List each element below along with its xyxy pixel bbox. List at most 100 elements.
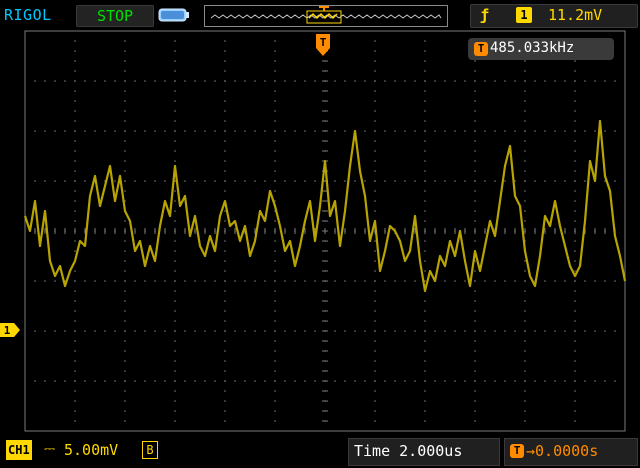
grid-dot	[224, 40, 226, 42]
grid-dot	[574, 140, 576, 142]
grid-dot	[124, 360, 126, 362]
grid-dot	[224, 140, 226, 142]
grid-dot	[274, 140, 276, 142]
grid-dot	[224, 210, 226, 212]
grid-dot	[574, 200, 576, 202]
grid-dot	[544, 280, 546, 282]
grid-dot	[334, 330, 336, 332]
grid-dot	[174, 200, 176, 202]
grid-dot	[444, 180, 446, 182]
grid-dot	[524, 300, 526, 302]
waveform-display[interactable]	[24, 30, 626, 432]
channel1-level-marker[interactable]: 1	[0, 323, 20, 337]
grid-dot	[194, 180, 196, 182]
grid-dot	[174, 300, 176, 302]
grid-dot	[174, 210, 176, 212]
grid-dot	[354, 80, 356, 82]
grid-dot	[224, 420, 226, 422]
grid-dot	[424, 170, 426, 172]
grid-dot	[574, 130, 576, 132]
grid-dot	[74, 60, 76, 62]
grid-dot	[564, 180, 566, 182]
grid-dot	[124, 190, 126, 192]
grid-dot	[434, 330, 436, 332]
grid-dot	[104, 330, 106, 332]
grid-dot	[74, 320, 76, 322]
grid-dot	[534, 180, 536, 182]
grid-dot	[204, 280, 206, 282]
dc-coupling-icon: ⎓	[44, 441, 56, 457]
grid-dot	[74, 250, 76, 252]
grid-dot	[594, 130, 596, 132]
grid-dot	[374, 200, 376, 202]
grid-dot	[74, 160, 76, 162]
grid-dot	[574, 340, 576, 342]
grid-dot	[394, 330, 396, 332]
grid-dot	[174, 350, 176, 352]
grid-dot	[604, 330, 606, 332]
grid-dot	[454, 80, 456, 82]
grid-dot	[54, 130, 56, 132]
grid-dot	[234, 180, 236, 182]
grid-dot	[384, 130, 386, 132]
grid-dot	[424, 400, 426, 402]
grid-dot	[374, 180, 376, 182]
trigger-position-icon[interactable]: T	[316, 34, 330, 60]
grid-dot	[74, 300, 76, 302]
grid-dot	[524, 390, 526, 392]
grid-dot	[134, 330, 136, 332]
channel-level-label: 1	[4, 324, 11, 337]
grid-dot	[384, 330, 386, 332]
grid-dot	[124, 110, 126, 112]
grid-dot	[374, 290, 376, 292]
grid-dot	[274, 120, 276, 122]
grid-dot	[384, 380, 386, 382]
trigger-offset-panel[interactable]	[504, 438, 638, 466]
grid-dot	[494, 80, 496, 82]
grid-dot	[424, 350, 426, 352]
grid-dot	[524, 260, 526, 262]
grid-dot	[174, 270, 176, 272]
grid-dot	[474, 340, 476, 342]
trigger-offset-icon: T	[510, 444, 524, 458]
grid-dot	[254, 180, 256, 182]
grid-dot	[474, 180, 476, 182]
grid-dot	[274, 340, 276, 342]
grid-dot	[94, 380, 96, 382]
grid-dot	[274, 100, 276, 102]
grid-dot	[274, 90, 276, 92]
grid-dot	[244, 180, 246, 182]
grid-dot	[124, 400, 126, 402]
grid-dot	[574, 220, 576, 222]
grid-dot	[334, 380, 336, 382]
grid-dot	[264, 330, 266, 332]
grid-dot	[34, 380, 36, 382]
grid-dot	[34, 130, 36, 132]
timebase-panel[interactable]	[348, 438, 500, 466]
memory-depth-strip[interactable]	[204, 5, 448, 27]
grid-dot	[224, 290, 226, 292]
grid-dot	[524, 70, 526, 72]
grid-dot	[454, 330, 456, 332]
grid-dot	[374, 400, 376, 402]
grid-dot	[574, 90, 576, 92]
grid-dot	[134, 130, 136, 132]
channel1-badge[interactable]: CH1	[6, 440, 32, 460]
vertical-scale-value[interactable]: 5.00mV	[64, 441, 119, 459]
grid-dot	[554, 280, 556, 282]
grid-dot	[224, 180, 226, 182]
grid-dot	[224, 250, 226, 252]
grid-dot	[224, 390, 226, 392]
grid-dot	[174, 370, 176, 372]
grid-dot	[444, 280, 446, 282]
grid-dot	[274, 370, 276, 372]
grid-dot	[184, 330, 186, 332]
trigger-panel[interactable]	[470, 4, 638, 28]
grid-dot	[574, 110, 576, 112]
run-stop-status[interactable]: STOP	[76, 5, 154, 27]
grid-dot	[174, 380, 176, 382]
grid-dot	[284, 130, 286, 132]
grid-dot	[274, 300, 276, 302]
grid-dot	[224, 330, 226, 332]
grid-dot	[274, 240, 276, 242]
